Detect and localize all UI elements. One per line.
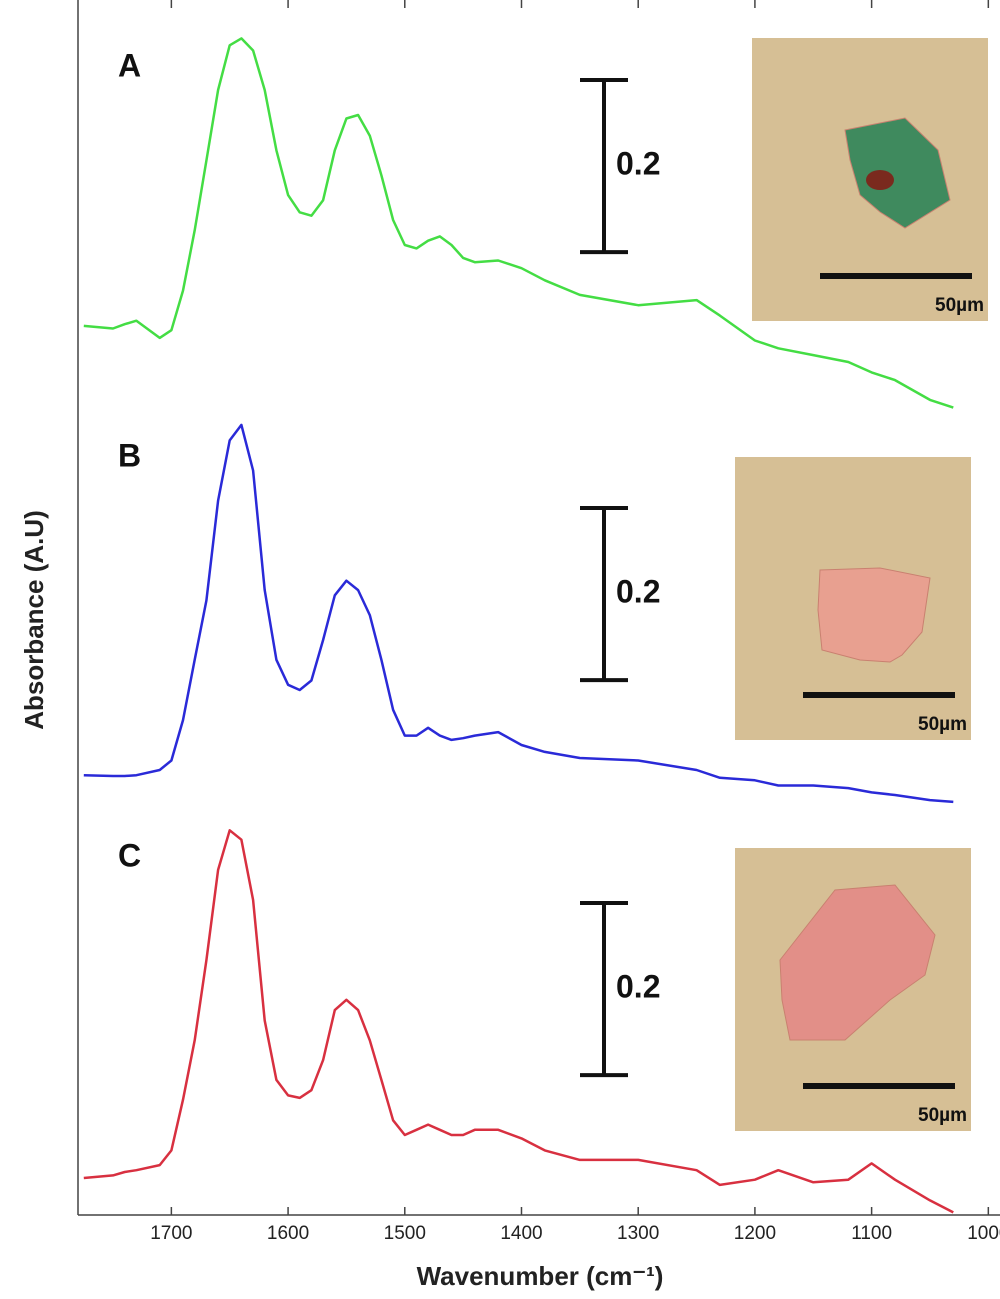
micrograph-scale-label: 50µm: [935, 295, 984, 316]
panel-label: B: [118, 437, 141, 473]
tissue-dark: [866, 170, 894, 190]
x-tick-label: 1600: [267, 1223, 309, 1244]
x-tick-label: 1400: [500, 1223, 542, 1244]
x-axis-label: Wavenumber (cm⁻¹): [417, 1261, 664, 1291]
scale-bar-label: 0.2: [616, 574, 660, 610]
scale-bar-label: 0.2: [616, 146, 660, 182]
x-tick-label: 1000: [967, 1223, 1000, 1244]
micrograph-scale-label: 50µm: [918, 1105, 967, 1126]
micrograph-scale-label: 50µm: [918, 714, 967, 735]
x-tick-label: 1100: [851, 1223, 892, 1244]
panel-label: C: [118, 837, 141, 873]
panel-label: A: [118, 47, 141, 83]
x-tick-label: 1700: [150, 1223, 192, 1244]
x-tick-label: 1300: [617, 1223, 659, 1244]
x-tick-label: 1500: [384, 1223, 426, 1244]
chart: Wavenumber (cm⁻¹) Absorbance (A.U) 1700 1…: [0, 0, 1000, 1299]
y-axis-label: Absorbance (A.U): [19, 510, 49, 730]
x-tick-label: 1200: [734, 1223, 776, 1244]
scale-bar-label: 0.2: [616, 969, 660, 1005]
